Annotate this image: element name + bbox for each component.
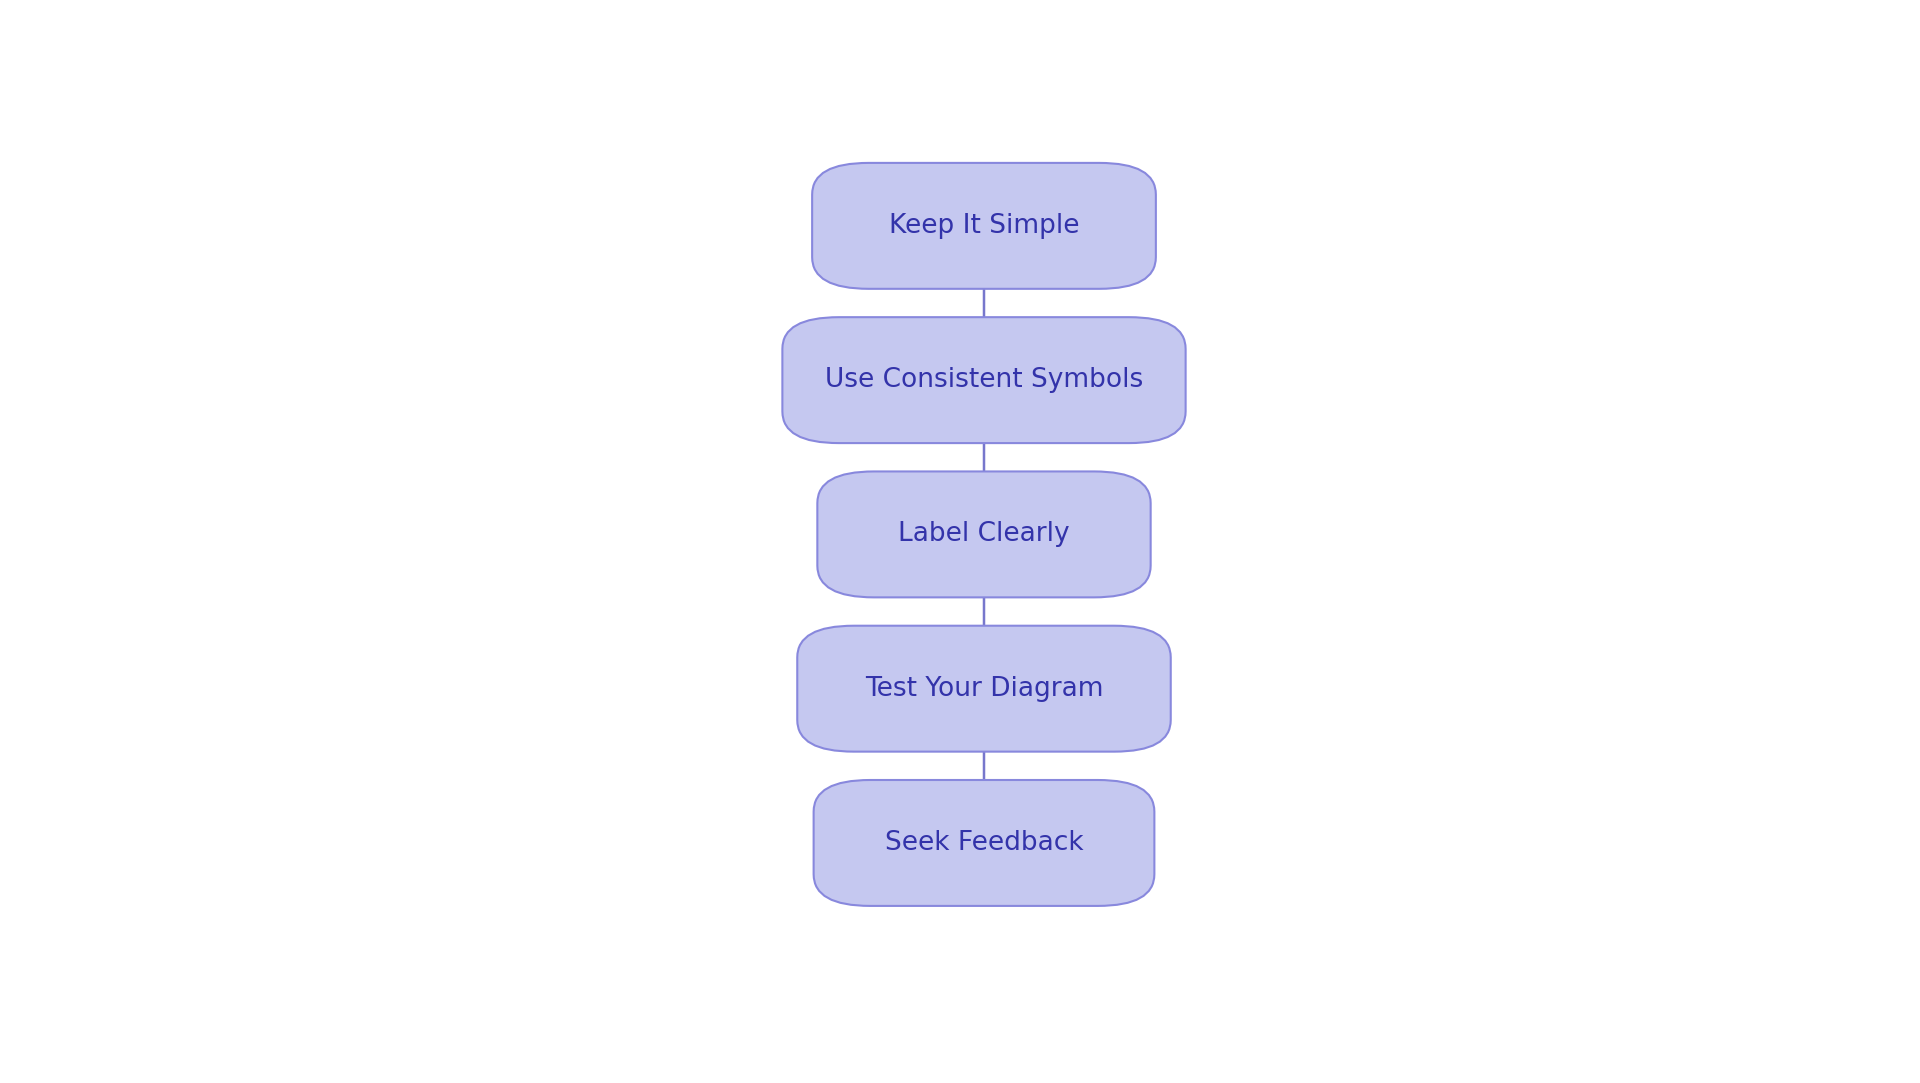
Text: Label Clearly: Label Clearly (899, 521, 1069, 547)
FancyBboxPatch shape (797, 626, 1171, 752)
FancyBboxPatch shape (781, 317, 1187, 443)
FancyBboxPatch shape (818, 471, 1150, 598)
Text: Use Consistent Symbols: Use Consistent Symbols (826, 367, 1142, 393)
FancyBboxPatch shape (814, 780, 1154, 905)
Text: Keep It Simple: Keep It Simple (889, 213, 1079, 239)
Text: Test Your Diagram: Test Your Diagram (864, 676, 1104, 702)
FancyBboxPatch shape (812, 162, 1156, 289)
Text: Seek Feedback: Seek Feedback (885, 830, 1083, 856)
